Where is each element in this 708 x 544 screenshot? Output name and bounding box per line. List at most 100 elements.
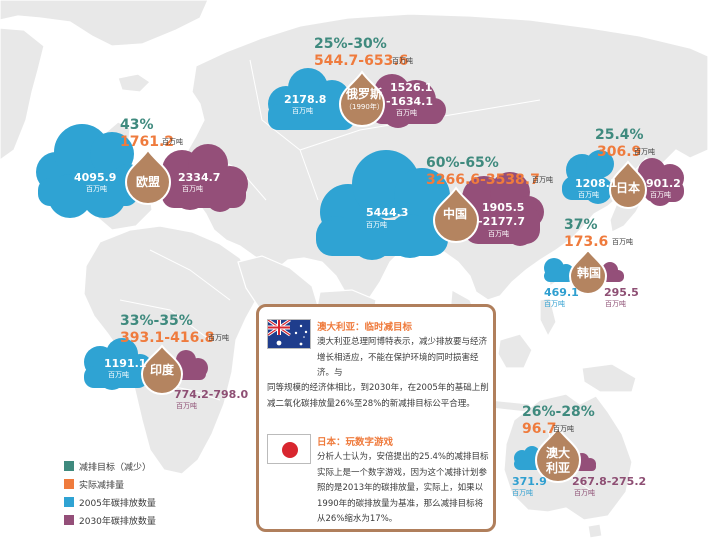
russia-drop xyxy=(338,70,386,127)
china-name: 中国 xyxy=(443,207,468,221)
china-2030-cloud xyxy=(462,172,544,246)
russia-2030-unit: 百万吨 xyxy=(396,109,417,117)
eu-2005-value: 4095.9 xyxy=(74,171,117,184)
korea-target: 37% xyxy=(564,217,598,233)
china-2030-value-b: -2177.7 xyxy=(478,215,526,228)
india-actual-unit: 百万吨 xyxy=(208,334,229,342)
iceland xyxy=(117,73,151,93)
australia-actual-unit: 百万吨 xyxy=(553,425,574,433)
india-cluster xyxy=(84,338,208,395)
legend-label: 2030年碳排放数量 xyxy=(79,517,156,527)
japan-actual: 306.9 xyxy=(597,144,642,160)
tasmania xyxy=(587,523,603,539)
eu-2005-unit: 百万吨 xyxy=(86,185,107,193)
japan-2005-unit: 百万吨 xyxy=(578,191,599,199)
japan-name: 日本 xyxy=(616,181,641,195)
new-guinea xyxy=(581,363,637,393)
russia-cluster xyxy=(268,68,446,130)
russia-2005-cloud xyxy=(268,68,358,130)
china-2005-unit: 百万吨 xyxy=(366,221,387,229)
korea-actual: 173.6 xyxy=(564,234,609,250)
japan-drop xyxy=(608,160,648,209)
japan-target: 25.4% xyxy=(595,127,644,143)
china-cluster xyxy=(316,150,544,260)
russia-target: 25%-30% xyxy=(314,36,387,52)
russia-actual-unit: 百万吨 xyxy=(392,57,413,65)
china-2005-value: 5444.3 xyxy=(366,206,409,219)
australia-2005-value: 371.9 xyxy=(512,475,547,488)
china-target: 60%-65% xyxy=(426,155,499,171)
eu-target: 43% xyxy=(120,117,154,133)
korea-cluster xyxy=(544,248,624,295)
australia-info-body: 同等规模的经济体相比，到2030年，在2005年的基础上削减二氧化碳排放量26%… xyxy=(267,383,489,409)
india-name: 印度 xyxy=(150,363,175,377)
legend-label: 减排目标（减少） xyxy=(79,463,152,473)
india-target: 33%-35% xyxy=(120,313,193,329)
legend-swatch xyxy=(64,497,74,507)
india-2005-value: 1191.1 xyxy=(104,357,147,370)
australia-name-line2: 利亚 xyxy=(546,461,571,475)
philippines xyxy=(539,297,557,338)
japan-flag-icon xyxy=(267,434,311,464)
china-actual: 3266.6-3538.7 xyxy=(426,172,540,188)
legend-swatch xyxy=(64,461,74,471)
japan-2030-value: 901.2 xyxy=(646,177,681,190)
australia-target: 26%-28% xyxy=(522,404,595,420)
russia-2005-value: 2178.8 xyxy=(284,93,327,106)
russia-name: 俄罗斯 xyxy=(346,87,383,101)
australia-info-body-top: 澳大利亚总理阿博特表示，减少排放要与经济增长相适应，不能在保护环境的同时损害经济… xyxy=(317,337,488,378)
eu-cluster xyxy=(36,124,248,218)
india-2030-value: 774.2-798.0 xyxy=(174,388,249,401)
japan-2030-unit: 百万吨 xyxy=(650,191,671,199)
africa xyxy=(83,225,257,475)
korea-drop xyxy=(568,248,608,295)
eu-2030-unit: 百万吨 xyxy=(182,185,203,193)
china-drop xyxy=(432,186,480,243)
legend-swatch xyxy=(64,515,74,525)
eu-actual: 1761.2 xyxy=(120,134,175,150)
japan-info-title: 日本：玩数字游戏 xyxy=(317,437,394,448)
borneo xyxy=(497,333,533,369)
india-actual: 393.1-416.8 xyxy=(120,330,215,346)
legend-swatch xyxy=(64,479,74,489)
australia-name-line1: 澳大 xyxy=(546,446,571,460)
australia-cluster xyxy=(514,426,596,483)
legend-label: 2005年碳排放数量 xyxy=(79,499,156,509)
japan-actual-unit: 百万吨 xyxy=(634,148,655,156)
australia-2030-value: 267.8-275.2 xyxy=(572,475,647,488)
north-america xyxy=(0,27,45,161)
legend-label: 实际减排量 xyxy=(79,481,125,491)
australia-2005-unit: 百万吨 xyxy=(512,489,533,497)
eu-name: 欧盟 xyxy=(136,175,161,189)
eu-drop xyxy=(124,148,172,205)
russia-2005-unit: 百万吨 xyxy=(292,107,313,115)
eu-actual-unit: 百万吨 xyxy=(162,138,183,146)
korea-2030-unit: 百万吨 xyxy=(605,300,626,308)
russia-2030-value-b: -1634.1 xyxy=(386,95,434,108)
korea-2005-unit: 百万吨 xyxy=(544,300,565,308)
russia-2030-value-a: 1526.1 xyxy=(390,81,433,94)
russia-actual: 544.7-653.6 xyxy=(314,53,409,69)
korea-name: 韩国 xyxy=(577,266,602,280)
korea-2005-value: 469.1 xyxy=(544,286,579,299)
info-box: 澳大利亚：临时减目标 澳大利亚总理阿博特表示，减少排放要与经济增长相适应，不能在… xyxy=(256,304,496,532)
china-2030-unit: 百万吨 xyxy=(488,230,509,238)
australia-info-title: 澳大利亚：临时减目标 xyxy=(317,322,413,333)
korea-actual-unit: 百万吨 xyxy=(612,238,633,246)
eu-2030-cloud xyxy=(162,144,248,212)
india-2030-cloud xyxy=(176,350,208,380)
russia-note: （1990年） xyxy=(345,103,384,111)
japan-info-body: 分析人士认为，安倍提出的25.4%的减排目标实际上是一个数字游戏，因为这个减排计… xyxy=(317,452,489,524)
eu-2030-value: 2334.7 xyxy=(178,171,221,184)
australia-actual: 96.7 xyxy=(522,421,557,437)
australia-2030-unit: 百万吨 xyxy=(574,489,595,497)
japan-2005-value: 1208.1 xyxy=(575,177,618,190)
china-2030-value-a: 1905.5 xyxy=(482,201,525,214)
japan-cluster xyxy=(562,150,684,209)
india-2030-unit: 百万吨 xyxy=(176,402,197,410)
japan-2005-cloud xyxy=(562,150,614,204)
china-actual-unit: 百万吨 xyxy=(532,176,553,184)
india-drop xyxy=(140,344,184,395)
russia-2030-cloud xyxy=(372,74,446,128)
